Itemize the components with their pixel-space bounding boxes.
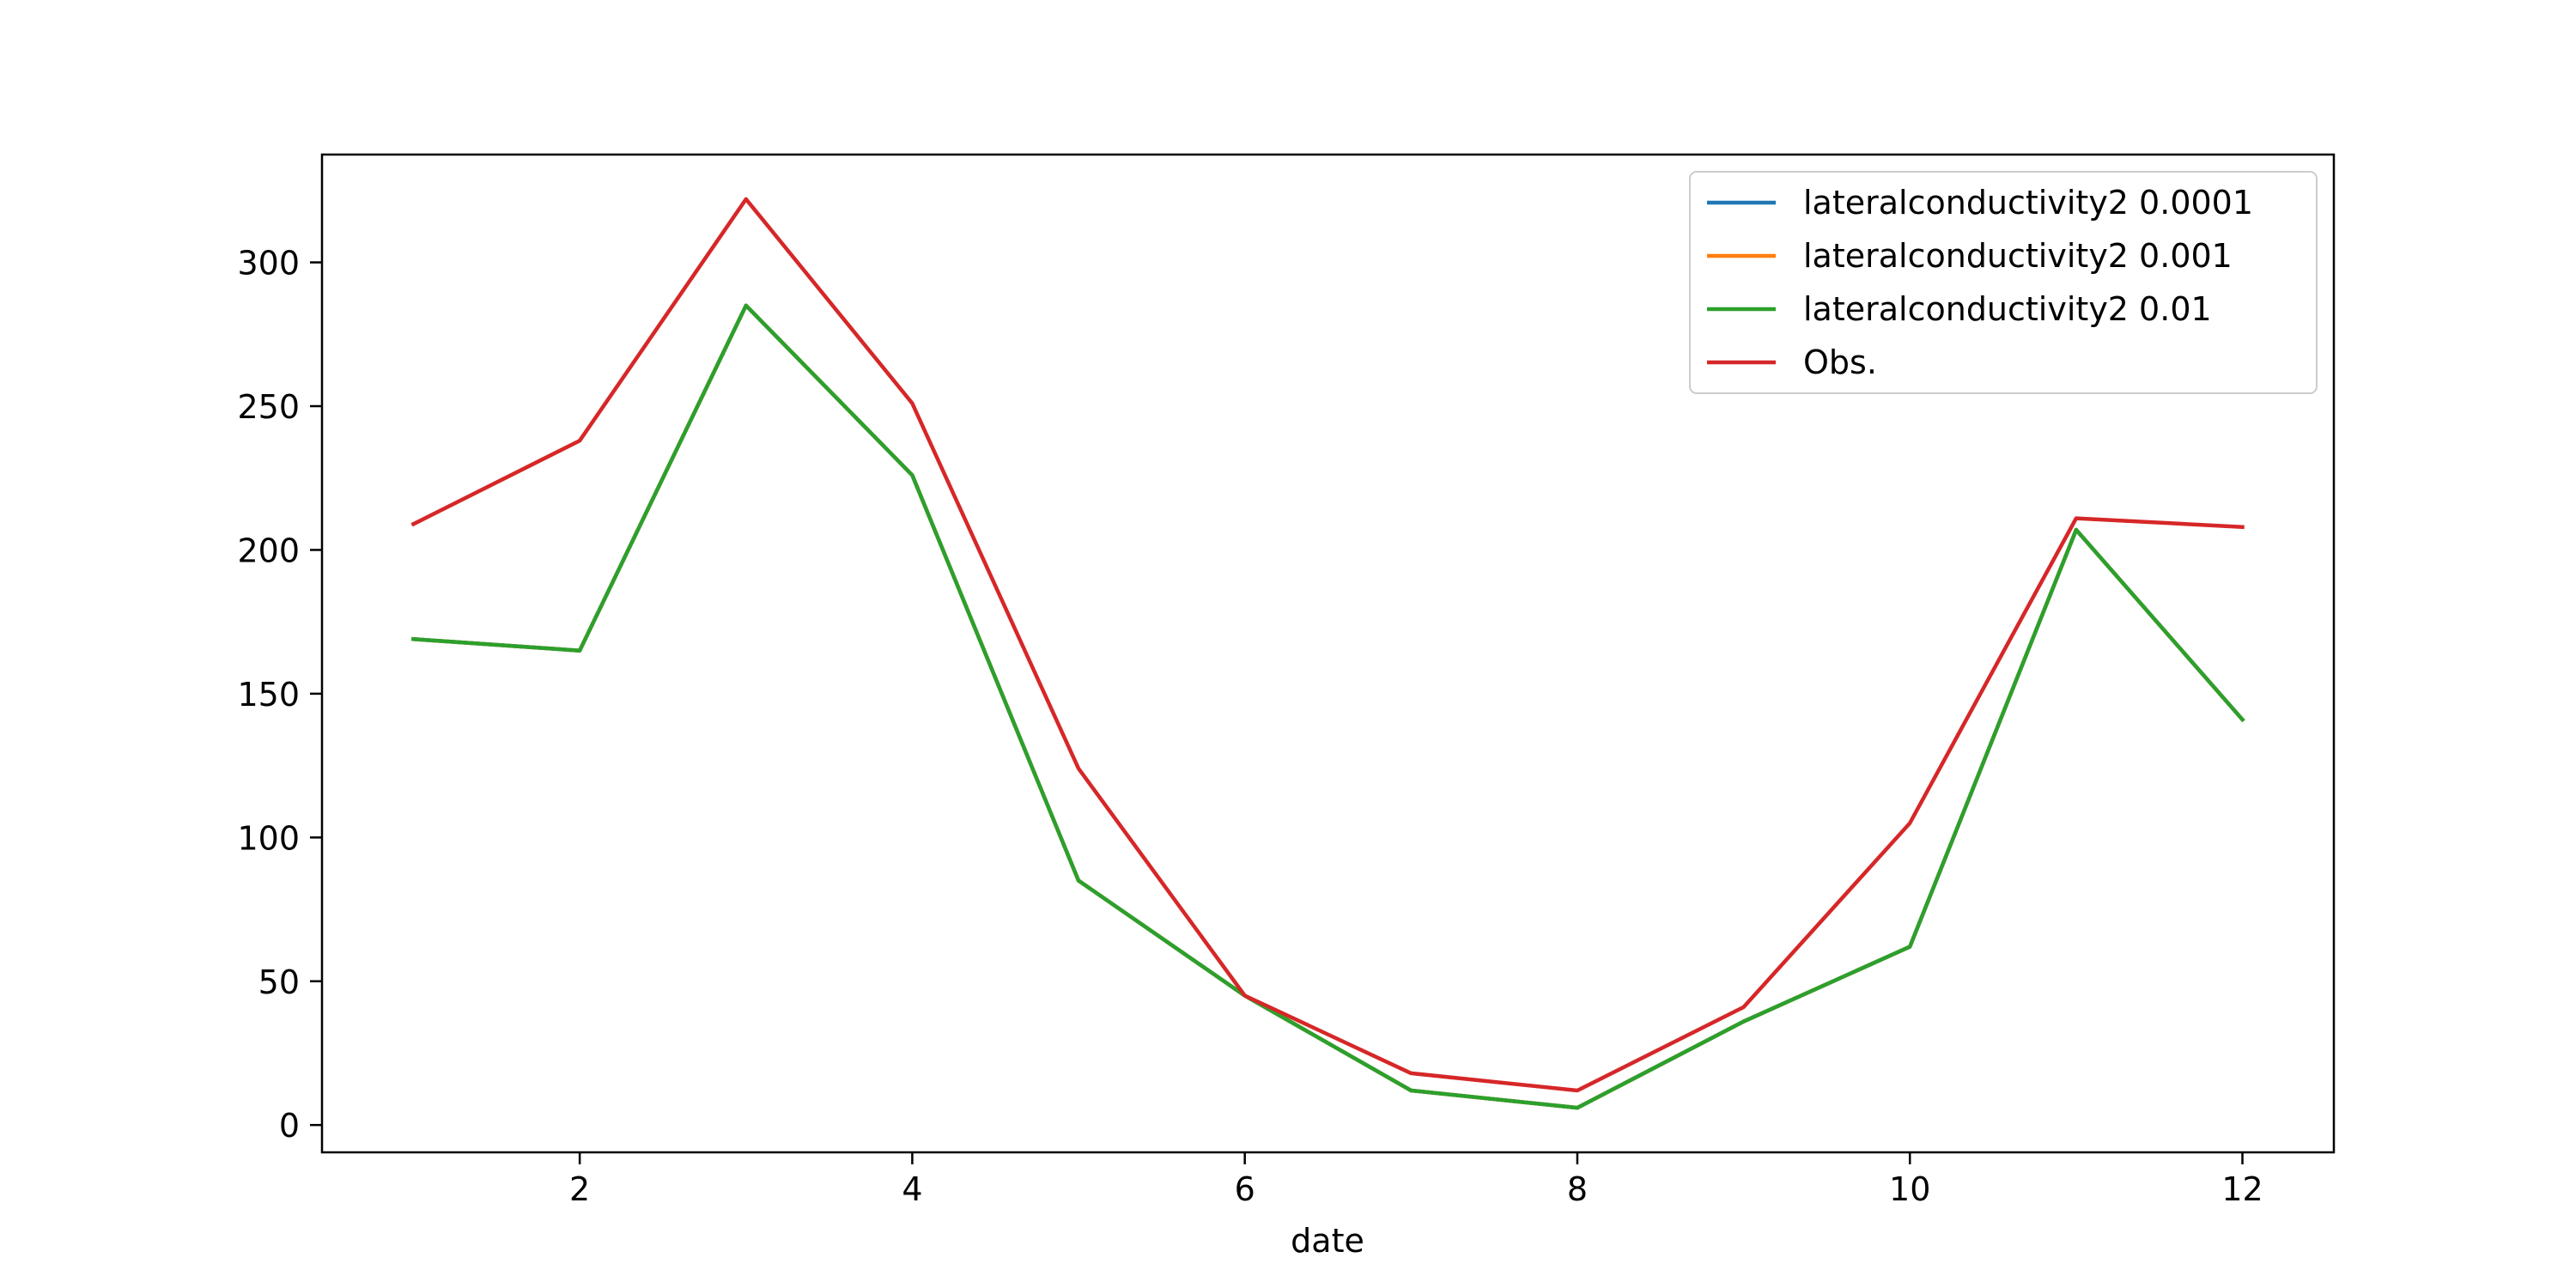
x-tick-label: 8 bbox=[1567, 1170, 1588, 1208]
x-tick-label: 12 bbox=[2221, 1170, 2263, 1208]
x-tick-label: 6 bbox=[1235, 1170, 1255, 1208]
x-tick-label: 2 bbox=[569, 1170, 590, 1208]
y-tick-label: 250 bbox=[237, 388, 300, 426]
x-tick-label: 10 bbox=[1889, 1170, 1930, 1208]
y-axis-ticks: 0 50 100 150 200 250 300 bbox=[237, 245, 322, 1145]
legend: lateralconductivity2 0.0001 lateralconduc… bbox=[1689, 171, 2318, 394]
legend-label: lateralconductivity2 0.0001 bbox=[1803, 184, 2253, 222]
legend-box bbox=[1689, 171, 2318, 394]
legend-label: lateralconductivity2 0.01 bbox=[1803, 290, 2212, 328]
y-tick-label: 300 bbox=[237, 245, 300, 283]
legend-label: lateralconductivity2 0.001 bbox=[1803, 237, 2233, 275]
x-axis-ticks: 2 4 6 8 10 12 bbox=[569, 1152, 2263, 1208]
x-tick-label: 4 bbox=[902, 1170, 922, 1208]
y-tick-label: 100 bbox=[237, 819, 300, 857]
x-axis-title: date bbox=[1291, 1222, 1364, 1260]
series-line-lateralconductivity2-0-01 bbox=[411, 303, 2245, 1110]
axes-frame bbox=[320, 153, 2336, 1154]
y-tick-label: 50 bbox=[258, 963, 300, 1001]
series-line-obs bbox=[410, 197, 2245, 1093]
y-tick-label: 150 bbox=[237, 676, 300, 714]
y-tick-label: 200 bbox=[237, 532, 300, 569]
y-tick-label: 0 bbox=[279, 1107, 300, 1145]
legend-label: Obs. bbox=[1803, 343, 1877, 381]
series-layer bbox=[410, 197, 2245, 1110]
